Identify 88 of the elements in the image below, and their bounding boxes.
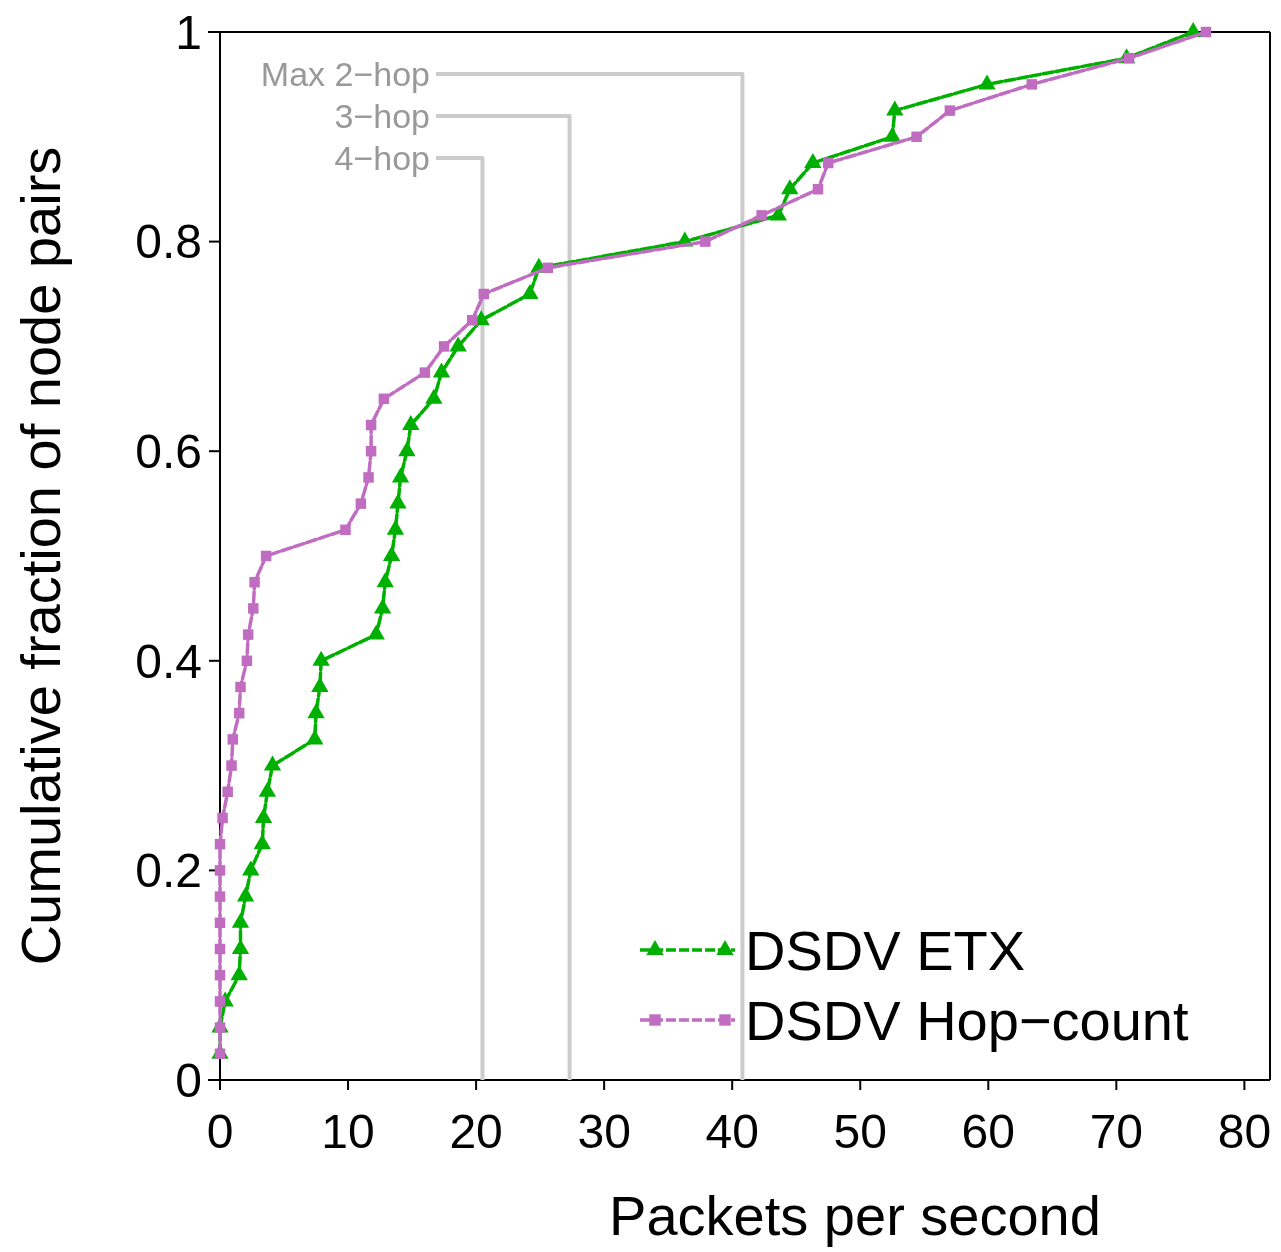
point xyxy=(253,834,271,850)
point xyxy=(1026,79,1038,90)
point xyxy=(242,629,254,640)
point xyxy=(542,262,554,274)
point xyxy=(312,650,330,666)
ref-line-label: 4−hop xyxy=(334,138,430,177)
point xyxy=(363,472,374,483)
point xyxy=(214,838,226,850)
ref-line-label: 3−hop xyxy=(334,96,430,135)
point xyxy=(226,760,237,771)
point xyxy=(781,179,799,195)
point xyxy=(467,314,478,326)
y-tick-label: 0.4 xyxy=(135,634,202,688)
point xyxy=(478,288,490,300)
ref-line-label: Max 2−hop xyxy=(260,54,430,93)
point xyxy=(258,781,277,797)
point xyxy=(365,445,377,457)
point xyxy=(236,886,255,902)
point xyxy=(911,131,922,143)
point xyxy=(367,624,385,640)
legend-label: DSDV ETX xyxy=(745,918,1026,982)
point xyxy=(231,912,250,928)
point xyxy=(438,341,450,352)
point xyxy=(365,419,377,431)
point xyxy=(214,865,226,876)
x-axis-title: Packets per second xyxy=(609,1184,1101,1247)
point xyxy=(230,965,248,981)
y-tick-label: 0.2 xyxy=(135,844,202,898)
point xyxy=(373,598,392,614)
point xyxy=(432,362,451,378)
point xyxy=(235,681,246,693)
point xyxy=(883,126,901,142)
point xyxy=(804,153,822,168)
point xyxy=(254,808,273,823)
point xyxy=(391,467,410,483)
x-tick-label: 10 xyxy=(321,1105,375,1158)
point xyxy=(449,336,467,352)
x-tick-label: 40 xyxy=(705,1105,759,1158)
point xyxy=(355,498,367,509)
point xyxy=(227,734,239,745)
point xyxy=(378,393,390,405)
point xyxy=(242,860,260,876)
point xyxy=(248,603,259,614)
point xyxy=(978,74,996,90)
point xyxy=(382,546,401,561)
point xyxy=(389,493,407,509)
point xyxy=(260,550,272,562)
x-tick-label: 70 xyxy=(1089,1105,1144,1158)
point xyxy=(214,891,226,902)
point xyxy=(222,786,233,798)
point xyxy=(249,576,260,588)
point xyxy=(425,388,443,404)
point xyxy=(419,367,431,378)
x-tick-label: 30 xyxy=(577,1105,631,1158)
x-tick-label: 20 xyxy=(449,1105,503,1158)
point xyxy=(521,284,539,299)
x-tick-label: 80 xyxy=(1217,1105,1272,1158)
point xyxy=(241,655,253,667)
point xyxy=(402,415,420,430)
point xyxy=(944,105,956,116)
point xyxy=(886,100,904,116)
point xyxy=(263,755,282,771)
y-tick-label: 0.8 xyxy=(135,215,202,269)
point xyxy=(231,939,250,954)
point xyxy=(311,677,329,692)
point xyxy=(700,236,711,247)
point xyxy=(386,519,405,535)
point xyxy=(233,707,245,719)
point xyxy=(756,210,767,221)
point xyxy=(822,157,834,169)
y-tick-label: 1 xyxy=(175,5,202,59)
point xyxy=(214,943,226,955)
x-tick-label: 50 xyxy=(833,1105,887,1158)
point xyxy=(1200,26,1212,38)
y-tick-label: 0 xyxy=(175,1053,202,1107)
point xyxy=(340,524,351,536)
y-tick-label: 0.6 xyxy=(135,425,202,478)
point xyxy=(214,969,226,981)
legend-label: DSDV Hop−count xyxy=(745,988,1190,1052)
y-axis-title: Cumulative fraction of node pairs xyxy=(9,146,72,966)
x-tick-label: 60 xyxy=(961,1105,1015,1158)
point xyxy=(217,812,228,824)
point xyxy=(306,729,324,745)
point xyxy=(307,703,325,719)
point xyxy=(376,572,394,588)
point xyxy=(812,183,824,195)
point xyxy=(398,441,416,457)
point xyxy=(214,917,226,929)
